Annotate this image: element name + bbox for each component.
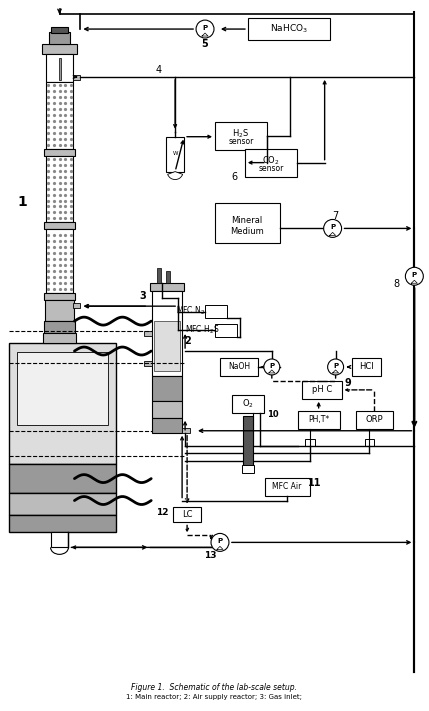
Text: 6: 6 — [232, 171, 238, 181]
Text: LC: LC — [182, 510, 192, 519]
Text: 13: 13 — [204, 551, 216, 560]
Text: P: P — [218, 538, 223, 545]
Text: MFC H$_2$S: MFC H$_2$S — [185, 324, 220, 336]
Bar — [9, 515, 116, 533]
Bar — [305, 439, 315, 446]
Text: P: P — [202, 25, 208, 31]
Bar — [265, 478, 310, 496]
Text: ORP: ORP — [366, 415, 383, 424]
Bar — [356, 411, 393, 429]
Text: 1: Main reactor; 2: Air supply reactor; 3: Gas inlet;: 1: Main reactor; 2: Air supply reactor; … — [126, 694, 302, 700]
Bar — [351, 358, 381, 376]
Bar — [144, 361, 152, 366]
Bar — [220, 358, 258, 376]
Bar — [144, 331, 152, 336]
Bar — [45, 54, 73, 82]
Bar — [242, 465, 254, 473]
Text: sensor: sensor — [228, 137, 254, 146]
Text: 11: 11 — [308, 478, 321, 488]
Bar — [44, 321, 76, 333]
Text: CO$_2$: CO$_2$ — [262, 154, 280, 167]
Circle shape — [196, 20, 214, 38]
Text: Figure 1.  Schematic of the lab-scale setup.: Figure 1. Schematic of the lab-scale set… — [131, 683, 297, 693]
Bar — [9, 493, 116, 515]
Bar — [166, 272, 170, 283]
Bar — [42, 333, 76, 343]
Bar — [298, 411, 340, 429]
Bar — [44, 223, 76, 230]
Bar — [45, 300, 75, 321]
Circle shape — [264, 359, 280, 375]
Bar — [215, 324, 237, 337]
Text: 1: 1 — [18, 195, 27, 208]
Text: O$_2$: O$_2$ — [242, 397, 254, 410]
Text: H$_2$S: H$_2$S — [233, 127, 250, 140]
Bar — [44, 293, 76, 300]
Bar — [365, 439, 375, 446]
Text: 10: 10 — [267, 410, 278, 419]
Text: 8: 8 — [393, 279, 399, 289]
Circle shape — [323, 220, 341, 237]
Text: 9: 9 — [344, 378, 351, 388]
Bar — [154, 321, 180, 371]
Text: MFC N$_2$: MFC N$_2$ — [176, 305, 205, 317]
Bar — [51, 533, 69, 547]
Bar — [45, 82, 73, 149]
Text: NaHCO$_3$: NaHCO$_3$ — [270, 23, 308, 36]
Text: PH,T*: PH,T* — [308, 415, 329, 424]
Bar — [302, 381, 341, 399]
Bar — [44, 149, 76, 156]
Bar — [45, 230, 73, 293]
Bar — [42, 44, 78, 54]
Text: 5: 5 — [202, 39, 208, 49]
Text: 12: 12 — [156, 508, 169, 517]
Text: 7: 7 — [332, 211, 339, 221]
Bar — [51, 27, 69, 33]
Bar — [73, 303, 80, 308]
Text: P: P — [269, 363, 275, 369]
Bar — [243, 416, 253, 466]
Bar — [48, 32, 70, 44]
Text: P: P — [330, 225, 335, 230]
Bar — [182, 428, 190, 433]
Text: 2: 2 — [185, 336, 191, 346]
Circle shape — [405, 267, 423, 285]
Bar — [45, 156, 73, 223]
Text: HCl: HCl — [359, 363, 374, 371]
Wedge shape — [168, 171, 183, 180]
Bar — [245, 149, 297, 176]
Bar — [152, 401, 182, 418]
Bar — [215, 122, 267, 150]
Bar — [152, 418, 182, 433]
Text: pH C: pH C — [311, 385, 332, 395]
Bar — [152, 376, 182, 401]
Text: 3: 3 — [140, 292, 147, 301]
Text: P: P — [412, 272, 417, 278]
Bar — [166, 137, 184, 171]
Bar — [248, 18, 329, 40]
Bar — [9, 464, 116, 493]
Bar — [17, 352, 109, 424]
Bar — [232, 395, 264, 413]
Text: P: P — [333, 363, 338, 369]
Bar — [215, 203, 280, 243]
Bar — [173, 506, 201, 523]
Text: 4: 4 — [155, 65, 161, 75]
Circle shape — [328, 359, 344, 375]
Bar — [58, 58, 60, 80]
Bar — [157, 268, 161, 283]
Text: Mineral: Mineral — [231, 216, 263, 225]
Bar — [9, 343, 116, 464]
Text: Medium: Medium — [230, 227, 264, 236]
Circle shape — [211, 533, 229, 551]
Text: NaOH: NaOH — [228, 363, 250, 371]
Text: W: W — [172, 151, 178, 156]
Bar — [150, 283, 184, 292]
Text: sensor: sensor — [258, 164, 284, 173]
Text: MFC Air: MFC Air — [272, 482, 302, 491]
Bar — [152, 292, 182, 376]
Bar — [73, 75, 80, 80]
Bar — [205, 305, 227, 318]
